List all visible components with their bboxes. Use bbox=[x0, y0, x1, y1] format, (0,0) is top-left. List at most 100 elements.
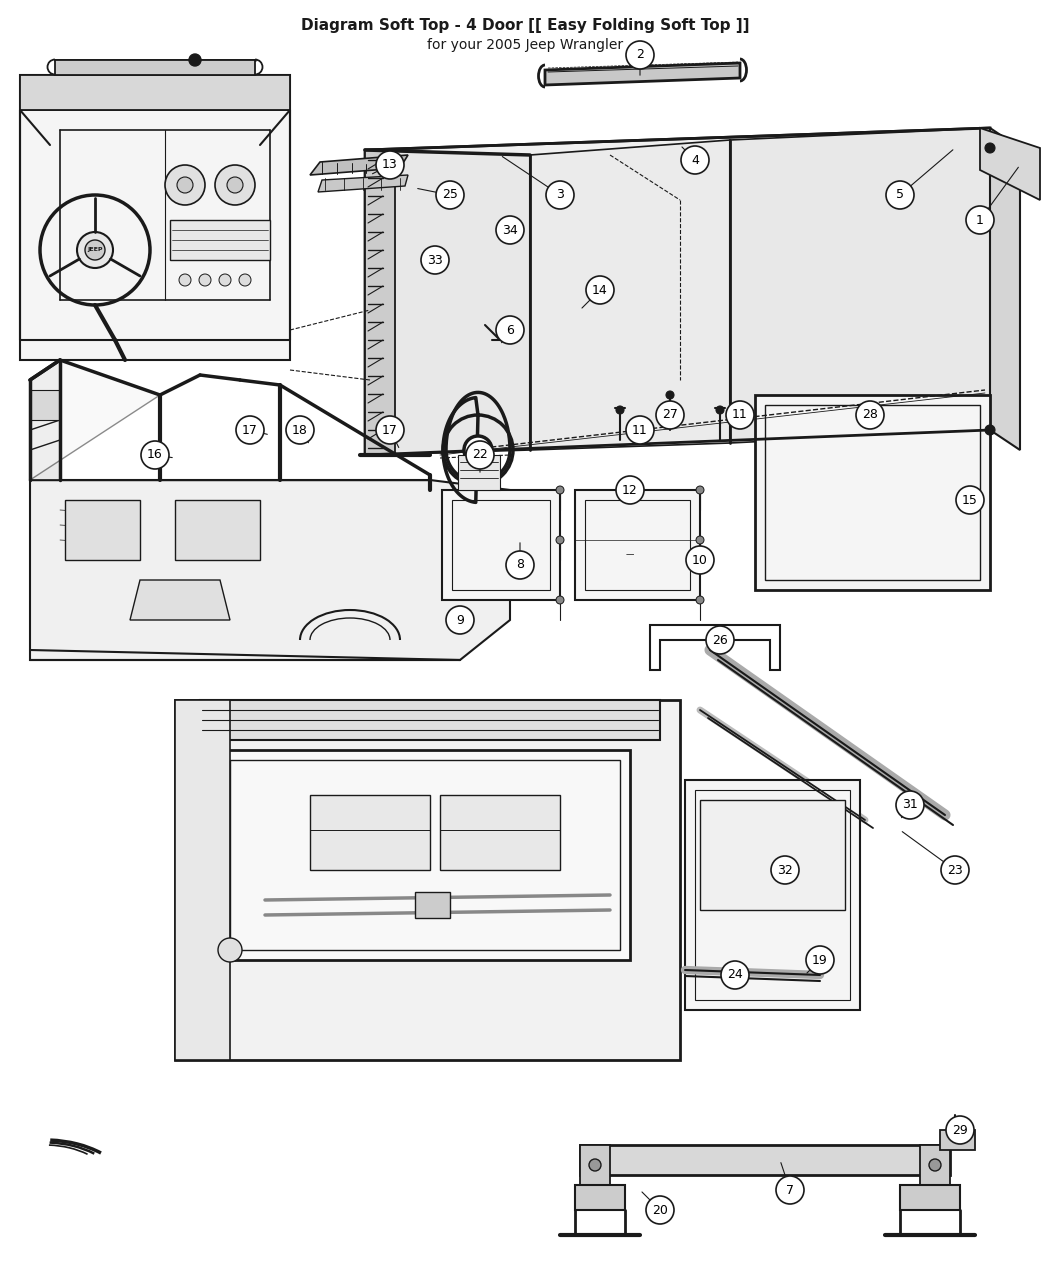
Text: 3: 3 bbox=[556, 189, 564, 201]
Circle shape bbox=[616, 405, 624, 414]
Text: 6: 6 bbox=[506, 324, 513, 337]
Text: 17: 17 bbox=[382, 423, 398, 436]
Polygon shape bbox=[575, 1184, 625, 1210]
Circle shape bbox=[806, 946, 834, 974]
Circle shape bbox=[376, 416, 404, 444]
Circle shape bbox=[589, 1159, 601, 1170]
Polygon shape bbox=[170, 221, 270, 260]
Text: 12: 12 bbox=[622, 483, 638, 496]
Text: 7: 7 bbox=[786, 1183, 794, 1196]
Circle shape bbox=[464, 436, 492, 464]
Circle shape bbox=[286, 416, 314, 444]
Text: 32: 32 bbox=[777, 863, 793, 876]
Text: for your 2005 Jeep Wrangler: for your 2005 Jeep Wrangler bbox=[427, 38, 623, 52]
Circle shape bbox=[886, 181, 914, 209]
Circle shape bbox=[85, 240, 105, 260]
Text: 14: 14 bbox=[592, 283, 608, 297]
Circle shape bbox=[646, 1196, 674, 1224]
Polygon shape bbox=[700, 799, 845, 910]
Polygon shape bbox=[580, 1145, 950, 1176]
Circle shape bbox=[466, 441, 493, 469]
Circle shape bbox=[200, 274, 211, 286]
Circle shape bbox=[896, 790, 924, 819]
Circle shape bbox=[236, 416, 264, 444]
Circle shape bbox=[706, 626, 734, 654]
Polygon shape bbox=[545, 62, 740, 85]
Text: 15: 15 bbox=[962, 493, 978, 506]
Circle shape bbox=[626, 416, 654, 444]
Polygon shape bbox=[20, 75, 290, 110]
Text: 19: 19 bbox=[812, 954, 827, 966]
Polygon shape bbox=[220, 750, 630, 960]
Circle shape bbox=[219, 274, 231, 286]
Polygon shape bbox=[440, 796, 560, 870]
Text: 2: 2 bbox=[636, 48, 644, 61]
Polygon shape bbox=[175, 700, 230, 1060]
Circle shape bbox=[546, 181, 574, 209]
Polygon shape bbox=[730, 128, 990, 442]
Polygon shape bbox=[365, 150, 530, 455]
Text: 16: 16 bbox=[147, 449, 163, 462]
Polygon shape bbox=[175, 700, 680, 1060]
Circle shape bbox=[856, 402, 884, 428]
Circle shape bbox=[215, 164, 255, 205]
Polygon shape bbox=[580, 1145, 610, 1184]
Circle shape bbox=[946, 1116, 974, 1144]
Text: 27: 27 bbox=[663, 408, 678, 422]
Circle shape bbox=[218, 938, 242, 963]
Polygon shape bbox=[310, 156, 408, 175]
Circle shape bbox=[616, 476, 644, 504]
Circle shape bbox=[985, 425, 995, 435]
Polygon shape bbox=[685, 780, 860, 1010]
Circle shape bbox=[141, 441, 169, 469]
Text: 4: 4 bbox=[691, 153, 699, 167]
Circle shape bbox=[696, 595, 704, 604]
Text: JEEP: JEEP bbox=[87, 247, 103, 252]
Circle shape bbox=[77, 232, 113, 268]
Polygon shape bbox=[980, 128, 1040, 200]
Circle shape bbox=[686, 546, 714, 574]
Circle shape bbox=[666, 391, 674, 399]
Circle shape bbox=[776, 1176, 804, 1204]
Text: 5: 5 bbox=[896, 189, 904, 201]
Circle shape bbox=[496, 316, 524, 344]
Polygon shape bbox=[30, 390, 60, 419]
Circle shape bbox=[956, 486, 984, 514]
Polygon shape bbox=[575, 490, 700, 601]
Text: 13: 13 bbox=[382, 158, 398, 172]
Text: 9: 9 bbox=[456, 613, 464, 626]
Circle shape bbox=[189, 54, 201, 66]
Circle shape bbox=[966, 207, 994, 235]
Circle shape bbox=[178, 274, 191, 286]
Circle shape bbox=[436, 181, 464, 209]
Polygon shape bbox=[365, 150, 395, 455]
Text: 17: 17 bbox=[243, 423, 258, 436]
Circle shape bbox=[696, 486, 704, 493]
Circle shape bbox=[556, 486, 564, 493]
Polygon shape bbox=[20, 75, 290, 360]
Circle shape bbox=[656, 402, 684, 428]
Circle shape bbox=[716, 405, 724, 414]
Circle shape bbox=[239, 274, 251, 286]
Circle shape bbox=[506, 551, 534, 579]
Text: 26: 26 bbox=[712, 634, 728, 646]
Text: 18: 18 bbox=[292, 423, 308, 436]
Text: 10: 10 bbox=[692, 553, 708, 566]
Polygon shape bbox=[415, 892, 450, 918]
Polygon shape bbox=[530, 140, 730, 450]
Circle shape bbox=[626, 41, 654, 69]
Circle shape bbox=[941, 856, 969, 884]
Polygon shape bbox=[65, 500, 140, 560]
Circle shape bbox=[177, 177, 193, 193]
Text: 20: 20 bbox=[652, 1204, 668, 1216]
Circle shape bbox=[165, 164, 205, 205]
Polygon shape bbox=[920, 1145, 950, 1184]
Circle shape bbox=[771, 856, 799, 884]
Text: Diagram Soft Top - 4 Door [[ Easy Folding Soft Top ]]: Diagram Soft Top - 4 Door [[ Easy Foldin… bbox=[300, 18, 750, 33]
Circle shape bbox=[726, 402, 754, 428]
Polygon shape bbox=[442, 490, 560, 601]
Circle shape bbox=[227, 177, 243, 193]
Text: 1: 1 bbox=[976, 213, 984, 227]
Text: 33: 33 bbox=[427, 254, 443, 266]
Text: 22: 22 bbox=[472, 449, 488, 462]
